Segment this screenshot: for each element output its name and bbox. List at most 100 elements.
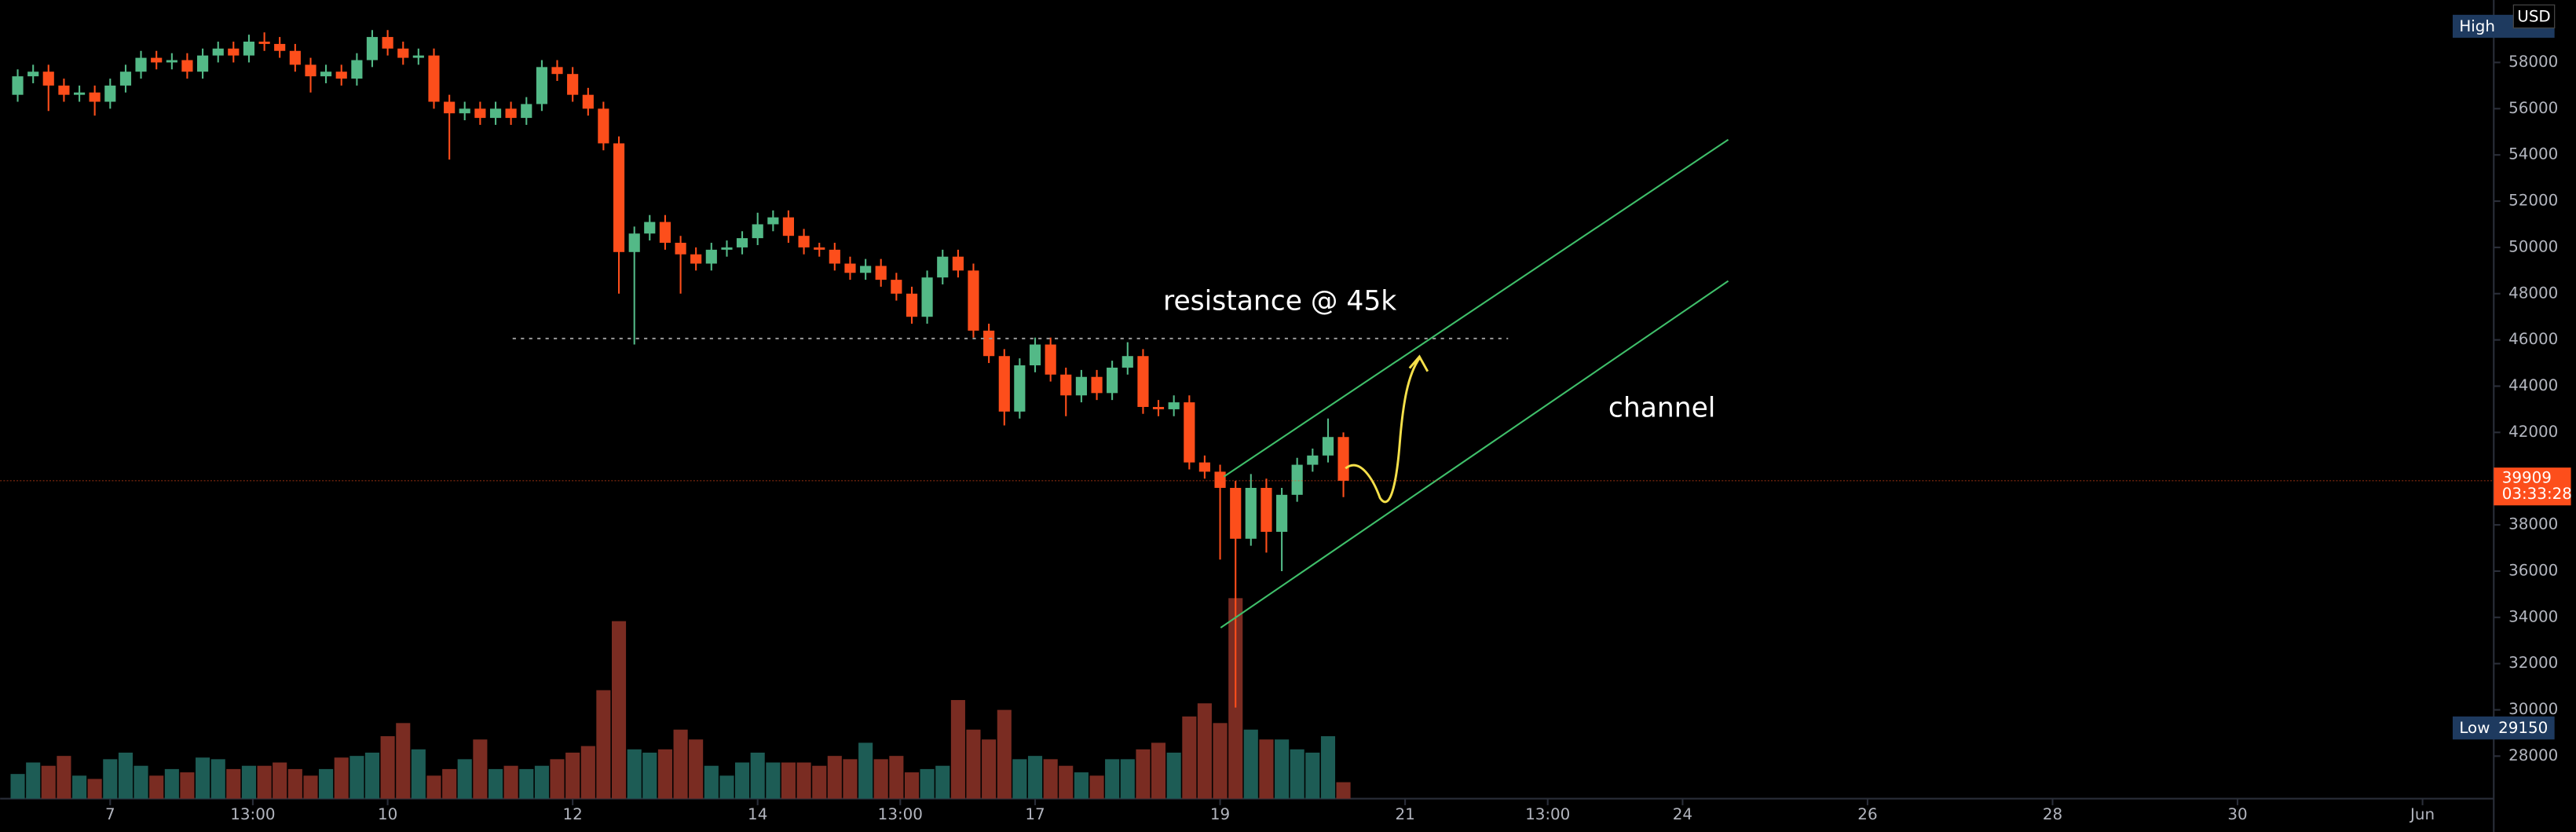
candle-body (1276, 494, 1288, 532)
volume-bar (1290, 749, 1304, 799)
volume-bar (1074, 772, 1089, 799)
channel-lower (1220, 280, 1729, 629)
candle-body (366, 37, 379, 60)
candle-body (12, 76, 24, 95)
candle-body (505, 108, 517, 119)
y-tick-label: 28000 (2508, 746, 2558, 764)
volume-bar (843, 759, 858, 799)
volume-bar (303, 775, 318, 799)
volume-bar (257, 765, 272, 799)
candle-body (258, 41, 270, 44)
volume-bar (442, 768, 457, 799)
y-tick-label: 30000 (2508, 700, 2558, 718)
candle-body (767, 217, 779, 225)
volume-bar (196, 757, 210, 799)
candle-body (937, 256, 949, 278)
volume-bar (1089, 775, 1104, 799)
volume-bar (118, 752, 134, 799)
volume-bar (750, 752, 765, 799)
volume-bar (1105, 759, 1120, 799)
x-tick-label: 21 (1395, 805, 1414, 823)
y-tick-label: 52000 (2508, 192, 2558, 210)
volume-bar (982, 739, 997, 799)
volume-bar (611, 621, 627, 799)
x-tick-label: 30 (2227, 805, 2247, 823)
volume-bar (1043, 759, 1058, 799)
candle-body (135, 57, 147, 72)
candle-body (212, 48, 224, 56)
volume-bar (226, 768, 241, 799)
x-tick-label: 19 (1210, 805, 1230, 823)
volume-bar (103, 759, 118, 799)
volume-bar (873, 759, 888, 799)
candle-body (1014, 365, 1026, 412)
candle-body (1060, 374, 1072, 396)
candle-body (42, 71, 54, 86)
candle-body (952, 256, 964, 271)
candle-body (289, 50, 301, 65)
volume-bar (149, 775, 164, 799)
candle-body (644, 222, 656, 234)
x-tick-label: 12 (563, 805, 583, 823)
volume-bar (210, 759, 225, 799)
candle-body (1261, 487, 1272, 532)
candle-body (27, 71, 39, 77)
candle-body (1337, 437, 1349, 481)
annotation: resistance @ 45k (1163, 285, 1396, 317)
volume-bar (734, 762, 750, 799)
candle-body (998, 356, 1010, 412)
candle-body (736, 238, 748, 247)
volume-bar (781, 762, 796, 799)
volume-bar (334, 757, 349, 799)
y-tick-label: 54000 (2508, 145, 2558, 163)
candle-layer (12, 30, 1349, 708)
high-label: High (2459, 17, 2495, 35)
candle-body (305, 64, 317, 77)
candle-body (1152, 406, 1165, 409)
candle-body (875, 266, 887, 280)
volume-bar (1120, 759, 1135, 799)
volume-bar (1182, 716, 1197, 799)
volume-bar (997, 709, 1012, 799)
candle-body (412, 55, 424, 58)
candle-body (814, 247, 825, 250)
candle-body (705, 249, 717, 264)
candle-body (228, 48, 240, 56)
low-value: 29150 (2498, 719, 2548, 737)
volume-bar (164, 768, 179, 799)
currency-badge (2512, 4, 2556, 29)
candle-body (1198, 462, 1210, 472)
volume-bar (657, 749, 672, 799)
y-tick-label: 46000 (2508, 330, 2558, 348)
volume-bar (287, 768, 302, 799)
y-tick-label: 56000 (2508, 99, 2558, 117)
volume-bar (364, 752, 379, 799)
candle-body (351, 60, 363, 79)
candle-body (613, 143, 625, 252)
volume-bar (889, 756, 904, 799)
volume-bar (689, 739, 704, 799)
volume-bar (1259, 739, 1274, 799)
y-tick-label: 36000 (2508, 561, 2558, 579)
x-tick-label: 28 (2043, 805, 2062, 823)
volume-bar (57, 756, 71, 799)
candle-body (397, 48, 409, 58)
candle-body (1137, 356, 1149, 407)
channel-upper (1223, 138, 1729, 478)
volume-bar (1243, 729, 1258, 799)
candle-body (829, 249, 840, 264)
volume-bar (580, 746, 595, 799)
x-tick-label: 24 (1673, 805, 1692, 823)
candle-body (1245, 487, 1257, 539)
candle-body (1168, 402, 1180, 409)
volume-bar (704, 765, 719, 799)
volume-bar (396, 723, 411, 799)
volume-bar (858, 742, 873, 799)
volume-layer (10, 598, 1351, 799)
volume-bar (904, 772, 920, 799)
volume-bar (349, 756, 364, 799)
volume-bar (565, 752, 580, 799)
candle-body (1122, 356, 1133, 368)
volume-bar (920, 768, 935, 799)
volume-bar (642, 752, 657, 799)
